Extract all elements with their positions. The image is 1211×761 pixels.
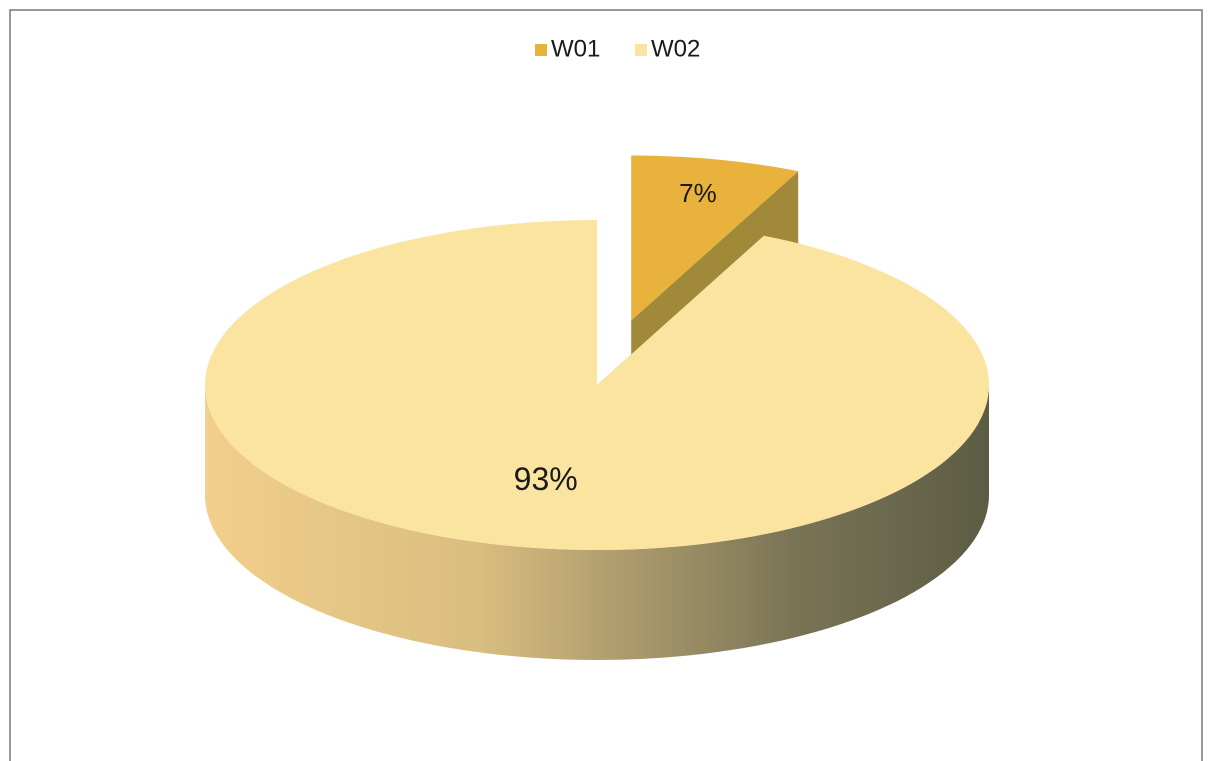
- chart-frame: [9, 9, 1203, 761]
- legend-swatch: [535, 44, 547, 56]
- data-label: 93%: [514, 461, 578, 497]
- slice: [631, 155, 799, 321]
- legend-swatch: [635, 44, 647, 56]
- legend-label: W02: [651, 35, 700, 62]
- data-label: 7%: [679, 178, 717, 208]
- legend-label: W01: [551, 35, 600, 62]
- slice-side: [205, 385, 989, 660]
- slice: [205, 220, 989, 550]
